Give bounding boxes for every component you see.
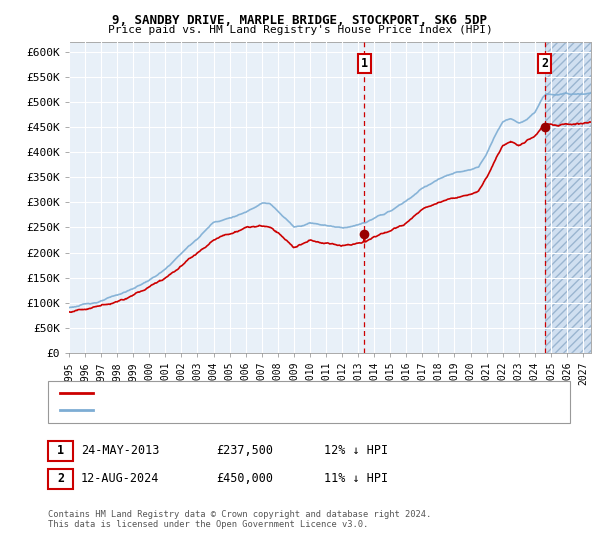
Bar <box>545 42 591 353</box>
Text: 2: 2 <box>57 472 64 486</box>
Text: Price paid vs. HM Land Registry's House Price Index (HPI): Price paid vs. HM Land Registry's House … <box>107 25 493 35</box>
Text: 11% ↓ HPI: 11% ↓ HPI <box>324 472 388 486</box>
Text: £450,000: £450,000 <box>216 472 273 486</box>
Text: 2: 2 <box>541 57 548 69</box>
Text: 24-MAY-2013: 24-MAY-2013 <box>81 444 160 458</box>
Text: 1: 1 <box>361 57 368 69</box>
Text: 9, SANDBY DRIVE, MARPLE BRIDGE, STOCKPORT, SK6 5DP: 9, SANDBY DRIVE, MARPLE BRIDGE, STOCKPOR… <box>113 14 487 27</box>
Bar <box>545 42 591 353</box>
Text: 12-AUG-2024: 12-AUG-2024 <box>81 472 160 486</box>
Text: HPI: Average price, detached house, Stockport: HPI: Average price, detached house, Stoc… <box>99 405 369 415</box>
Text: 12% ↓ HPI: 12% ↓ HPI <box>324 444 388 458</box>
Text: Contains HM Land Registry data © Crown copyright and database right 2024.
This d: Contains HM Land Registry data © Crown c… <box>48 510 431 529</box>
Text: 9, SANDBY DRIVE, MARPLE BRIDGE, STOCKPORT, SK6 5DP (detached house): 9, SANDBY DRIVE, MARPLE BRIDGE, STOCKPOR… <box>99 388 501 398</box>
Text: £237,500: £237,500 <box>216 444 273 458</box>
Text: 1: 1 <box>57 444 64 458</box>
